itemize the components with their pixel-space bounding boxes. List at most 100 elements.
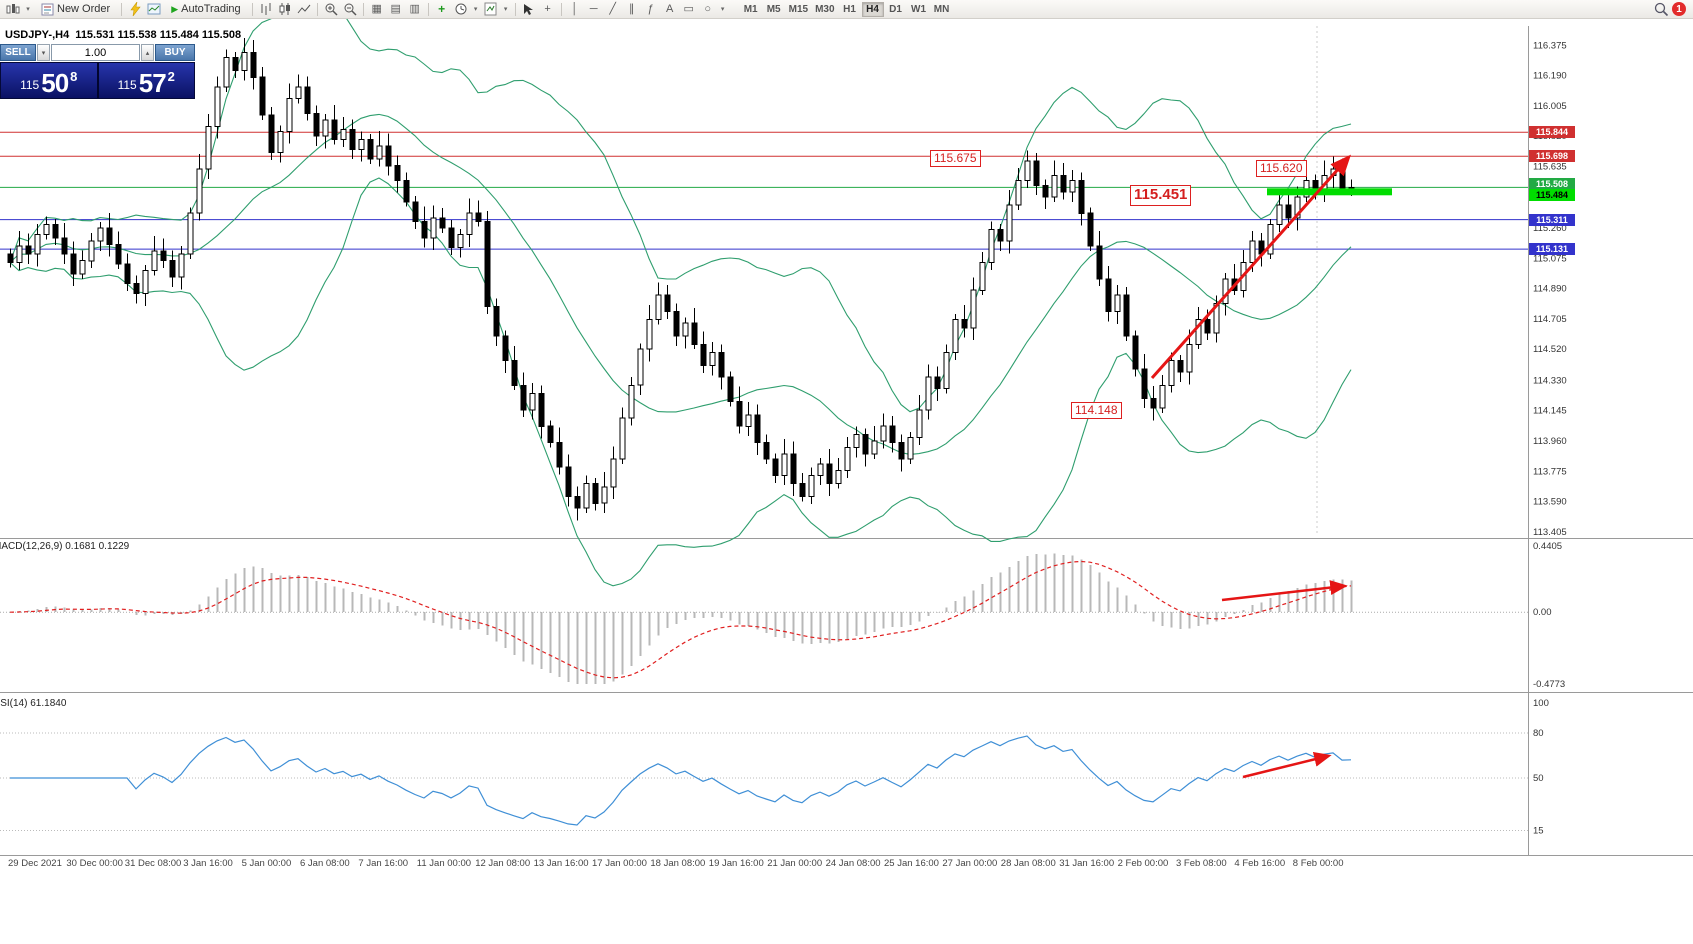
timeframe-toolbar: M1 M5 M15 M30 H1 H4 D1 W1 MN xyxy=(740,1,953,17)
price-axis-label: 115.260 xyxy=(1533,223,1567,234)
rsi-axis-label: 15 xyxy=(1533,826,1544,837)
tf-m1-button[interactable]: M1 xyxy=(740,2,762,17)
tf-h4-button[interactable]: H4 xyxy=(861,1,884,17)
rsi-axis-label: 100 xyxy=(1533,698,1549,709)
zoom-out-icon[interactable] xyxy=(342,1,358,17)
arrange-windows-icon[interactable]: ▥ xyxy=(409,2,420,15)
buy-price-big: 57 xyxy=(138,67,167,98)
expert-advisors-icon[interactable] xyxy=(127,1,143,17)
indicators-icon[interactable] xyxy=(483,1,499,17)
shapes-tool-icon[interactable]: ○ xyxy=(704,2,711,15)
autotrading-label: AutoTrading xyxy=(181,3,241,15)
toolbar-separator xyxy=(316,2,318,16)
price-tag: 115.311 xyxy=(1529,213,1575,226)
candlestick-chart-type-icon[interactable] xyxy=(277,1,293,17)
price-axis-label: 115.075 xyxy=(1533,253,1567,264)
order-icon xyxy=(41,3,54,15)
zoom-in-icon[interactable] xyxy=(323,1,339,17)
sell-price-prefix: 115 xyxy=(20,78,40,93)
sell-price-display[interactable]: 115 50 8 xyxy=(1,63,97,98)
fibonacci-tool-icon[interactable]: ƒ xyxy=(647,2,654,15)
crosshair-icon[interactable]: + xyxy=(544,2,551,15)
sell-button[interactable]: SELL xyxy=(0,44,36,61)
cascade-windows-icon[interactable]: ▤ xyxy=(390,2,401,15)
time-axis-label: 18 Jan 08:00 xyxy=(650,858,705,869)
time-axis-label: 24 Jan 08:00 xyxy=(826,858,881,869)
tf-d1-button[interactable]: D1 xyxy=(885,2,907,17)
rsi-axis-label: 50 xyxy=(1533,773,1544,784)
rsi-line xyxy=(10,735,1352,826)
add-chart-icon[interactable]: + xyxy=(438,2,446,16)
sell-price-big: 50 xyxy=(41,67,69,98)
bollinger-middle-band xyxy=(9,113,1352,455)
trendline-tool-icon[interactable]: ╱ xyxy=(609,2,616,15)
label-tool-icon[interactable]: ▭ xyxy=(683,2,694,15)
search-icon[interactable] xyxy=(1653,1,1669,17)
price-axis-label: 113.590 xyxy=(1533,497,1567,508)
price-axis-label: 113.960 xyxy=(1533,436,1567,447)
new-chart-icon[interactable] xyxy=(5,1,21,17)
period-caret-icon[interactable]: ▾ xyxy=(473,6,478,13)
new-order-button[interactable]: New Order xyxy=(35,1,116,17)
new-chart-caret-icon[interactable]: ▾ xyxy=(26,6,30,13)
trend-arrow[interactable] xyxy=(1242,752,1332,779)
price-callout[interactable]: 114.148 xyxy=(1071,402,1122,419)
macd-axis-label: 0.4405 xyxy=(1533,541,1562,552)
tf-m5-button[interactable]: M5 xyxy=(763,2,785,17)
trend-arrow[interactable] xyxy=(1150,154,1351,379)
text-tool-icon[interactable]: A xyxy=(665,2,674,15)
time-axis-label: 5 Jan 00:00 xyxy=(242,858,292,869)
time-axis-label: 31 Dec 08:00 xyxy=(125,858,182,869)
bollinger-lower-band xyxy=(9,177,1352,587)
time-axis-label: 17 Jan 00:00 xyxy=(592,858,647,869)
vertical-line-tool-icon[interactable]: │ xyxy=(571,2,579,15)
price-tag: 115.131 xyxy=(1529,243,1575,256)
macd-indicator-label: MACD(12,26,9) 0.1681 0.1229 xyxy=(0,541,130,552)
one-click-trading-panel: SELL ▾ ▴ BUY 115 50 8 115 57 2 xyxy=(0,44,195,99)
shapes-caret-icon[interactable]: ▾ xyxy=(720,6,725,13)
volume-down-button[interactable]: ▾ xyxy=(37,44,50,61)
time-axis-label: 30 Dec 00:00 xyxy=(66,858,123,869)
tf-w1-button[interactable]: W1 xyxy=(908,2,930,17)
autotrading-button[interactable]: ▶ AutoTrading xyxy=(165,1,246,17)
bollinger-upper-band xyxy=(9,0,1352,413)
toolbar-separator xyxy=(121,2,123,16)
buy-button[interactable]: BUY xyxy=(155,44,195,61)
tile-windows-icon[interactable]: ▦ xyxy=(371,2,382,15)
trend-arrow[interactable] xyxy=(1221,580,1348,602)
tf-mn-button[interactable]: MN xyxy=(931,2,953,17)
cursor-icon[interactable] xyxy=(521,1,537,17)
price-callout[interactable]: 115.451 xyxy=(1130,185,1192,206)
toolbar-separator xyxy=(560,2,562,16)
tf-h1-button[interactable]: H1 xyxy=(839,2,861,17)
price-callout[interactable]: 115.620 xyxy=(1256,160,1307,177)
toolbar: ▾ New Order ▶ AutoTrading xyxy=(0,0,1693,19)
support-zone-rectangle[interactable] xyxy=(1267,188,1392,196)
buy-price-display[interactable]: 115 57 2 xyxy=(99,63,195,98)
channel-tool-icon[interactable]: ∥ xyxy=(628,2,635,15)
volume-up-button[interactable]: ▴ xyxy=(141,44,154,61)
indicators-caret-icon[interactable]: ▾ xyxy=(503,6,508,13)
price-tag: 115.844 xyxy=(1529,126,1575,139)
horizontal-line-tool-icon[interactable]: ─ xyxy=(589,2,598,15)
price-callout[interactable]: 115.675 xyxy=(930,150,981,167)
time-axis-label: 27 Jan 00:00 xyxy=(942,858,997,869)
tf-m15-button[interactable]: M15 xyxy=(786,2,811,17)
price-axis-label: 115.635 xyxy=(1533,162,1567,173)
notification-badge[interactable]: 1 xyxy=(1672,2,1686,16)
price-axis-label: 114.145 xyxy=(1533,406,1567,417)
new-order-label: New Order xyxy=(57,3,111,15)
time-axis-label: 8 Feb 00:00 xyxy=(1293,858,1344,869)
bar-chart-type-icon[interactable] xyxy=(258,1,274,17)
price-axis-label: 113.775 xyxy=(1533,466,1567,477)
period-clock-icon[interactable] xyxy=(453,1,469,17)
time-axis-label: 3 Feb 08:00 xyxy=(1176,858,1227,869)
line-chart-type-icon[interactable] xyxy=(296,1,312,17)
ea-chart-icon[interactable] xyxy=(146,1,162,17)
autotrading-play-icon: ▶ xyxy=(171,3,179,14)
tf-m30-button[interactable]: M30 xyxy=(812,2,837,17)
time-axis-label: 28 Jan 08:00 xyxy=(1001,858,1056,869)
volume-input[interactable] xyxy=(51,44,140,61)
